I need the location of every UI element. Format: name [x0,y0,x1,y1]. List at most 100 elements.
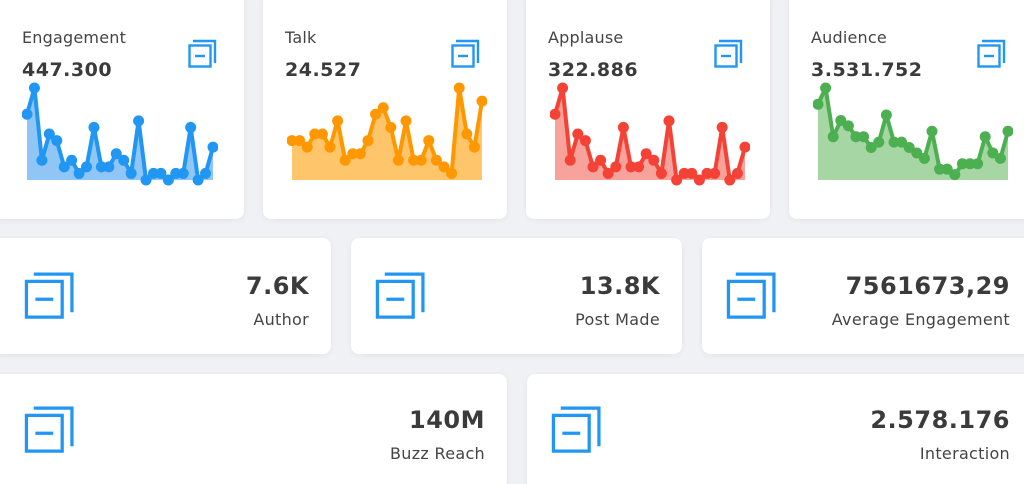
sparkline-point [423,135,435,147]
sparkline-point [28,82,40,94]
sparkline-point [66,154,78,166]
sparkline-point [430,154,442,166]
stat-label: Post Made [575,310,660,329]
sparkline-point [207,141,218,153]
sparkline-point [979,131,991,143]
sparkline-point [81,161,93,173]
sparkline-point [43,128,55,140]
sparkline-point [88,121,100,133]
sparkline-point [362,135,374,147]
sparkline-point [625,161,637,173]
interaction-stat-card: 2.578.176 Interaction [527,374,1024,484]
sparkline-point [918,152,930,164]
sparkline-point [461,128,473,140]
sparkline-point [813,98,824,110]
sparkline-point [392,154,404,166]
sparkline-point [880,109,892,121]
stat-label: Average Engagement [831,310,1010,329]
sparkline-point [896,136,908,148]
buzz-reach-stat-card: 140M Buzz Reach [0,374,507,484]
copy-icon[interactable] [726,270,778,322]
sparkline-point [155,167,167,179]
stat-value: 140M [409,406,485,434]
sparkline-point [716,121,728,133]
stat-value: 7.6K [245,272,309,300]
sparkline-point [671,174,683,186]
sparkline-point [339,154,351,166]
copy-icon[interactable] [188,38,220,70]
sparkline-point [438,161,450,173]
sparkline-point [972,158,984,170]
stat-value: 2.578.176 [870,406,1010,434]
sparkline-point [888,136,900,148]
sparkline-point [964,158,976,170]
sparkline-point [724,174,736,186]
sparkline-point [610,161,622,173]
sparkline-point [36,154,48,166]
sparkline-point [595,154,607,166]
stat-label: Author [253,310,309,329]
sparkline-point [663,115,675,127]
engagement-sparkline [22,82,218,186]
author-stat-card: 7.6K Author [0,238,331,354]
copy-icon[interactable] [714,38,746,70]
sparkline-point [125,167,137,179]
card-title: Audience [811,28,887,47]
sparkline-point [192,174,204,186]
sparkline-point [51,135,63,147]
sparkline-point [446,167,458,179]
sparkline-point [557,82,569,94]
sparkline-point [118,154,130,166]
sparkline-point [301,141,313,153]
sparkline-point [873,136,885,148]
stat-value: 13.8K [579,272,660,300]
sparkline-point [408,154,420,166]
sparkline-point [200,167,212,179]
card-title: Talk [285,28,317,47]
sparkline-point [858,131,870,143]
average-engagement-stat-card: 7561673,29 Average Engagement [702,238,1024,354]
post-made-stat-card: 13.8K Post Made [351,238,682,354]
sparkline-point [602,167,614,179]
card-value: 24.527 [285,59,362,81]
sparkline-point [110,148,122,160]
copy-icon[interactable] [375,270,427,322]
copy-icon[interactable] [977,38,1009,70]
sparkline-point [701,167,713,179]
sparkline-point [73,167,85,179]
sparkline-point [835,114,847,126]
card-title: Applause [548,28,624,47]
copy-icon[interactable] [24,404,76,456]
card-value: 447.300 [22,59,113,81]
sparkline-point [468,141,480,153]
stat-value: 7561673,29 [845,272,1010,300]
sparkline-point [354,148,366,160]
sparkline-point [941,163,953,175]
sparkline-point [987,147,999,159]
card-value: 322.886 [548,59,639,81]
copy-icon[interactable] [451,38,483,70]
stat-label: Buzz Reach [390,444,485,463]
sparkline-point [709,167,721,179]
sparkline-point [415,154,427,166]
sparkline-point [103,161,115,173]
sparkline-point [827,131,839,143]
sparkline-point [949,169,961,181]
sparkline-point [564,154,576,166]
sparkline-point [370,108,382,120]
sparkline-point [739,141,750,153]
sparkline-point [842,120,854,132]
sparkline-point [385,121,397,133]
copy-icon[interactable] [551,404,603,456]
applause-card: Applause 322.886 [526,0,770,219]
sparkline-point [453,82,465,94]
sparkline-point [316,128,328,140]
sparkline-point [693,174,705,186]
sparkline-point [140,174,152,186]
sparkline-point [162,174,174,186]
sparkline-point [377,102,389,114]
engagement-card: Engagement 447.300 [0,0,244,219]
applause-sparkline [550,82,750,186]
copy-icon[interactable] [24,270,76,322]
sparkline-point [1002,125,1013,137]
